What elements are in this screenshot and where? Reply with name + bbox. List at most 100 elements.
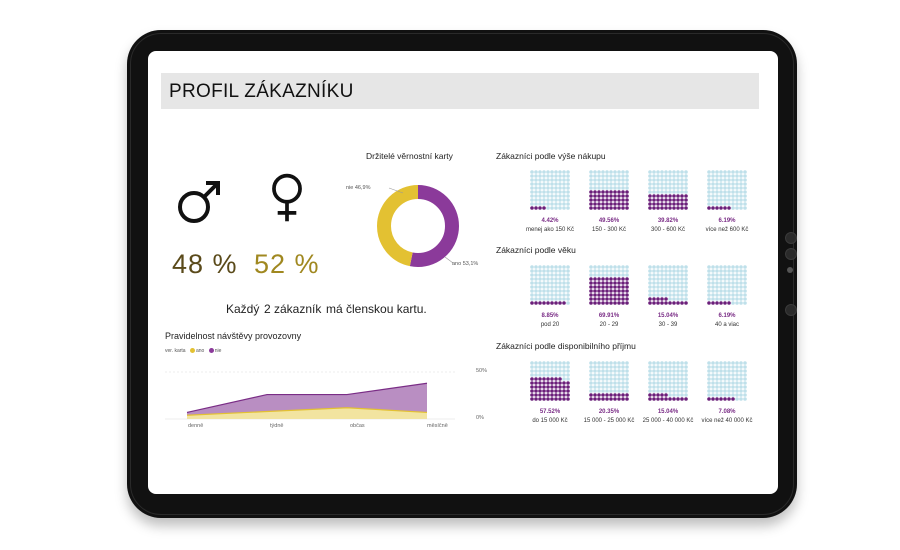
- waffle-dot: [723, 265, 727, 269]
- waffle-dot: [625, 186, 629, 190]
- waffle-dot: [723, 369, 727, 373]
- income-section-title: Zákazníci podle disponibilního příjmu: [496, 341, 636, 351]
- waffle-dot: [715, 178, 719, 182]
- waffle-pct-age-0: 8.85%: [541, 313, 559, 319]
- donut-label-ne: nie 46,9%: [346, 185, 371, 191]
- waffle-dot: [613, 202, 617, 206]
- waffle-dot: [731, 381, 735, 385]
- waffle-dot: [660, 397, 664, 401]
- waffle-dot: [668, 297, 672, 301]
- waffle-dot: [530, 182, 534, 186]
- waffle-dot: [660, 373, 664, 377]
- waffle-dot: [672, 202, 676, 206]
- waffle-dot: [621, 198, 625, 202]
- waffle-dot: [676, 289, 680, 293]
- waffle-dot: [601, 281, 605, 285]
- waffle-dot: [707, 194, 711, 198]
- waffle-label-purchase-0: menej ako 150 Kč: [525, 227, 575, 233]
- waffle-dot: [593, 198, 597, 202]
- waffle-dot: [676, 265, 680, 269]
- waffle-dot: [723, 289, 727, 293]
- waffle-dot: [676, 198, 680, 202]
- waffle-dot: [617, 381, 621, 385]
- waffle-dot: [656, 369, 660, 373]
- waffle-dot: [727, 393, 731, 397]
- waffle-dot: [743, 397, 747, 401]
- waffle-dot: [656, 389, 660, 393]
- waffle-dot: [652, 365, 656, 369]
- waffle-dot: [562, 381, 566, 385]
- waffle-label-purchase-2: 300 - 600 Kč: [650, 227, 686, 233]
- waffle-dot: [664, 202, 668, 206]
- waffle-dot: [625, 265, 629, 269]
- waffle-dot: [542, 269, 546, 273]
- waffle-dot: [739, 194, 743, 198]
- waffle-dot: [735, 269, 739, 273]
- waffle-dot: [550, 301, 554, 305]
- waffle-dot: [723, 186, 727, 190]
- waffle-dot: [684, 369, 688, 373]
- waffle-dot: [593, 190, 597, 194]
- waffle-dot: [735, 289, 739, 293]
- waffle-dot: [605, 289, 609, 293]
- waffle-dot: [601, 265, 605, 269]
- waffle-dot: [652, 202, 656, 206]
- waffle-dot: [680, 265, 684, 269]
- waffle-dot: [546, 385, 550, 389]
- waffle-dot: [625, 361, 629, 365]
- waffle-dot: [684, 202, 688, 206]
- waffle-dot: [668, 206, 672, 210]
- waffle-dot: [680, 389, 684, 393]
- waffle-dot: [562, 206, 566, 210]
- waffle-dot: [735, 265, 739, 269]
- waffle-dot: [652, 269, 656, 273]
- waffle-dot: [597, 389, 601, 393]
- waffle-dot: [589, 277, 593, 281]
- waffle-dot: [715, 369, 719, 373]
- waffle-dot: [601, 373, 605, 377]
- waffle-dot: [625, 293, 629, 297]
- waffle-dot: [566, 293, 570, 297]
- waffle-dot: [668, 365, 672, 369]
- waffle-dot: [546, 190, 550, 194]
- waffle-dot: [558, 190, 562, 194]
- waffle-dot: [550, 186, 554, 190]
- waffle-dot: [530, 377, 534, 381]
- waffle-dot: [546, 182, 550, 186]
- waffle-dot: [660, 389, 664, 393]
- waffle-dot: [648, 293, 652, 297]
- waffle-dot: [648, 301, 652, 305]
- waffle-dot: [625, 285, 629, 289]
- waffle-dot: [530, 293, 534, 297]
- waffle-dot: [589, 170, 593, 174]
- waffle-dot: [668, 285, 672, 289]
- waffle-dot: [617, 194, 621, 198]
- waffle-dot: [593, 365, 597, 369]
- waffle-dot: [684, 265, 688, 269]
- waffle-dot: [534, 281, 538, 285]
- waffle-dot: [542, 202, 546, 206]
- waffle-dot: [593, 389, 597, 393]
- waffle-dot: [652, 285, 656, 289]
- waffle-dot: [609, 373, 613, 377]
- waffle-dot: [609, 178, 613, 182]
- waffle-dot: [605, 281, 609, 285]
- waffle-dot: [680, 361, 684, 365]
- waffle-dot: [613, 393, 617, 397]
- waffle-dot: [593, 281, 597, 285]
- waffle-dot: [668, 281, 672, 285]
- waffle-pct-age-3: 6.19%: [718, 313, 736, 319]
- waffle-dot: [735, 170, 739, 174]
- waffle-dot: [550, 365, 554, 369]
- waffle-dot: [538, 186, 542, 190]
- waffle-dot: [566, 297, 570, 301]
- waffle-dot: [597, 393, 601, 397]
- waffle-dot: [731, 273, 735, 277]
- waffle-dot: [727, 297, 731, 301]
- waffle-dot: [597, 269, 601, 273]
- waffle-dot: [617, 206, 621, 210]
- waffle-dot: [550, 297, 554, 301]
- waffle-dot: [613, 389, 617, 393]
- waffle-dot: [554, 206, 558, 210]
- waffle-dot: [566, 397, 570, 401]
